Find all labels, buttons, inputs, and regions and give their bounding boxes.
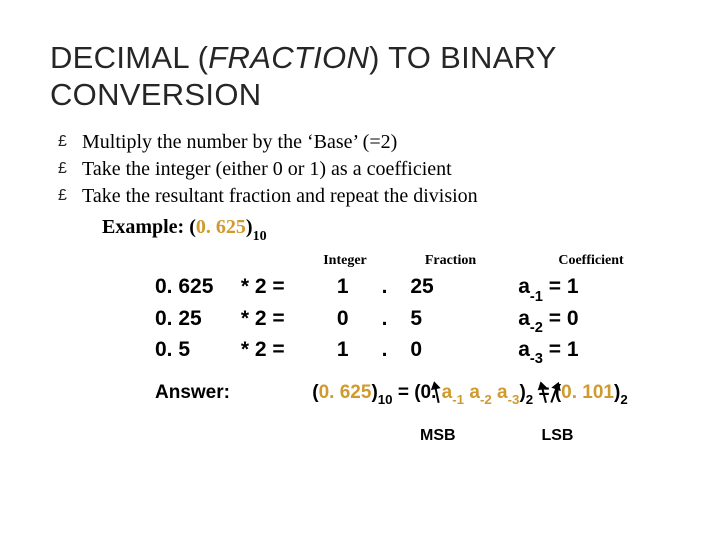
cell-integer: 0 <box>319 305 367 334</box>
cell-operator: * 2 = <box>241 273 313 302</box>
col-coefficient: Coefficient <box>526 253 656 269</box>
example-label: Example: ( <box>102 216 196 238</box>
cell-fraction: 25 <box>402 273 490 302</box>
ans-a3-sub: -3 <box>508 392 520 407</box>
answer-label: Answer: <box>155 382 307 404</box>
ans-p1-close: ) <box>371 382 377 403</box>
col-fraction: Fraction <box>391 253 511 269</box>
msb-label: MSB <box>420 427 475 445</box>
title-fraction: FRACTION <box>208 40 369 75</box>
answer-line: Answer: (0. 625)10 = (0. a-1 a-2 a-3)2 =… <box>155 382 670 406</box>
bullet-item: Multiply the number by the ‘Base’ (=2) <box>50 129 670 156</box>
cell-integer: 1 <box>319 273 367 302</box>
bit-labels: MSB LSB <box>420 427 670 445</box>
cell-dot: . <box>373 305 397 334</box>
cell-coefficient: a-2 = 0 <box>496 305 668 336</box>
cell-operator: * 2 = <box>241 336 313 365</box>
example-sub: 10 <box>253 229 267 244</box>
slide-root: DECIMAL (FRACTION) TO BINARY CONVERSION … <box>0 0 720 465</box>
ans-p3-sub: 2 <box>620 392 627 407</box>
coef-a: a <box>518 338 530 361</box>
table-header: Integer Fraction Coefficient <box>305 253 670 269</box>
ans-a2-sub: -2 <box>480 392 492 407</box>
bullet-item: Take the integer (either 0 or 1) as a co… <box>50 156 670 183</box>
lsb-label: LSB <box>541 427 573 445</box>
ans-p2-sub: 2 <box>526 392 533 407</box>
cell-operator: * 2 = <box>241 305 313 334</box>
calc-rows: 0. 625 * 2 = 1 . 25 a-1 = 1 0. 25 * 2 = … <box>155 273 670 367</box>
ans-p1-orange: 0. 625 <box>319 382 372 403</box>
table-row: 0. 25 * 2 = 0 . 5 a-2 = 0 <box>155 305 670 336</box>
coef-eq: = 1 <box>543 275 579 298</box>
cell-integer: 1 <box>319 336 367 365</box>
coef-eq: = 1 <box>543 338 579 361</box>
ans-a3: a <box>497 382 508 403</box>
ans-eq1: = ( <box>393 382 421 403</box>
table-row: 0. 5 * 2 = 1 . 0 a-3 = 1 <box>155 336 670 367</box>
cell-coefficient: a-1 = 1 <box>496 273 668 304</box>
table-row: 0. 625 * 2 = 1 . 25 a-1 = 1 <box>155 273 670 304</box>
cell-operand: 0. 625 <box>155 273 235 302</box>
ans-p2-close: ) <box>519 382 525 403</box>
cell-operand: 0. 5 <box>155 336 235 365</box>
col-integer: Integer <box>305 253 385 269</box>
coef-eq: = 0 <box>543 307 579 330</box>
coef-sub: -1 <box>530 289 543 305</box>
coef-a: a <box>518 275 530 298</box>
coef-a: a <box>518 307 530 330</box>
example-line: Example: (0. 625)10 <box>50 216 670 243</box>
cell-fraction: 0 <box>402 336 490 365</box>
ans-a1: a <box>442 382 453 403</box>
ans-p1-sub: 10 <box>378 392 393 407</box>
example-value: 0. 625 <box>196 216 246 238</box>
cell-dot: . <box>373 273 397 302</box>
ans-a2: a <box>469 382 480 403</box>
cell-fraction: 5 <box>402 305 490 334</box>
title-pre: DECIMAL ( <box>50 40 208 75</box>
cell-dot: . <box>373 336 397 365</box>
bullet-list: Multiply the number by the ‘Base’ (=2) T… <box>50 129 670 210</box>
cell-coefficient: a-3 = 1 <box>496 336 668 367</box>
coef-sub: -3 <box>530 351 543 367</box>
coef-sub: -2 <box>530 320 543 336</box>
ans-a1-sub: -1 <box>452 392 464 407</box>
page-title: DECIMAL (FRACTION) TO BINARY CONVERSION <box>50 40 670 113</box>
ans-p3-orange: 0. 101 <box>561 382 614 403</box>
cell-operand: 0. 25 <box>155 305 235 334</box>
bullet-item: Take the resultant fraction and repeat t… <box>50 183 670 210</box>
example-close: ) <box>246 216 253 238</box>
